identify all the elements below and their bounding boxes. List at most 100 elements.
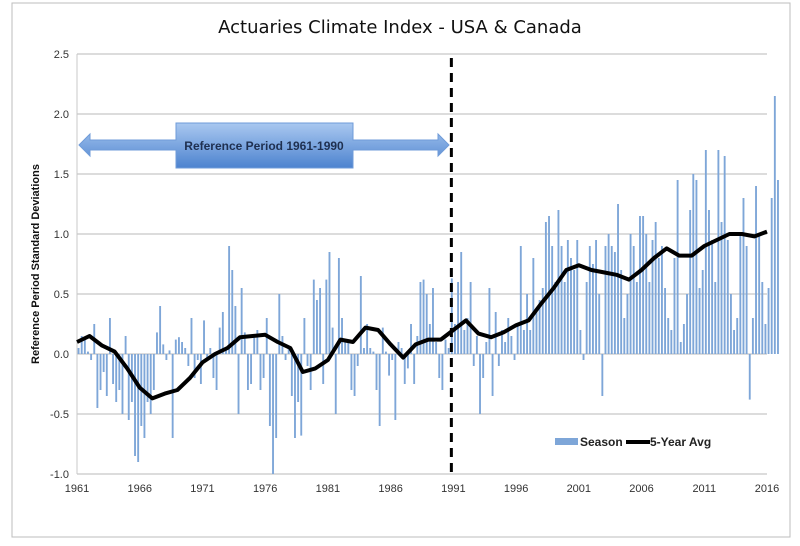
season-bar xyxy=(152,354,155,390)
season-bar xyxy=(143,354,146,438)
season-bar xyxy=(591,264,594,354)
x-tick-label: 1961 xyxy=(65,483,89,495)
season-bar xyxy=(623,318,626,354)
season-bar xyxy=(422,279,425,354)
x-tick-label: 1996 xyxy=(504,483,528,495)
season-bar xyxy=(413,354,416,384)
season-bar xyxy=(563,282,566,354)
season-bar xyxy=(739,234,742,354)
y-tick-label: 1.0 xyxy=(54,229,69,241)
season-bar xyxy=(704,150,707,354)
season-bar xyxy=(334,354,337,414)
season-bar xyxy=(353,354,356,396)
season-bar xyxy=(121,354,124,414)
season-bar xyxy=(319,288,322,354)
x-tick-label: 1976 xyxy=(253,483,277,495)
season-bar xyxy=(579,330,582,354)
season-bar xyxy=(755,186,757,354)
season-bar xyxy=(529,330,532,354)
x-tick-label: 1986 xyxy=(378,483,402,495)
season-bar xyxy=(356,354,359,366)
season-bar xyxy=(494,312,497,354)
season-bar xyxy=(607,234,610,354)
season-bar xyxy=(648,282,651,354)
season-bar xyxy=(105,354,108,396)
season-bar xyxy=(635,282,638,354)
season-bar xyxy=(532,258,535,354)
season-bar xyxy=(560,246,563,354)
season-bar xyxy=(315,300,318,354)
season-bar xyxy=(388,354,391,376)
season-bar xyxy=(692,174,695,354)
season-bar xyxy=(745,246,748,354)
season-bar xyxy=(127,354,130,420)
season-bar xyxy=(598,294,601,354)
season-bar xyxy=(391,354,394,360)
season-bar xyxy=(193,354,196,378)
season-bar xyxy=(654,222,657,354)
season-bar xyxy=(535,312,538,354)
season-bar xyxy=(466,318,469,354)
season-bar xyxy=(287,348,290,354)
season-bar xyxy=(447,348,450,354)
season-bar xyxy=(736,318,739,354)
season-bar xyxy=(632,246,635,354)
season-bar xyxy=(337,258,340,354)
season-bar xyxy=(717,150,720,354)
season-bar xyxy=(742,198,745,354)
season-bar xyxy=(312,279,315,354)
season-bar xyxy=(268,354,271,426)
season-bar xyxy=(347,339,350,354)
y-tick-label: 2.5 xyxy=(54,49,69,61)
season-bar xyxy=(228,246,231,354)
chart-title: Actuaries Climate Index - USA & Canada xyxy=(218,17,582,38)
season-bar xyxy=(83,339,86,354)
season-bar xyxy=(601,354,604,396)
season-bar xyxy=(758,234,761,354)
y-tick-label: 0.0 xyxy=(54,349,69,361)
season-bar xyxy=(617,204,619,354)
season-bar xyxy=(698,288,701,354)
season-bar xyxy=(262,354,265,378)
season-bar xyxy=(187,354,190,366)
season-bar xyxy=(570,258,572,354)
season-bar xyxy=(159,306,162,354)
season-bar xyxy=(444,339,447,354)
season-bar xyxy=(384,351,387,354)
season-bar xyxy=(729,294,732,354)
season-bar xyxy=(513,354,516,360)
season-bar xyxy=(425,294,428,354)
season-bar xyxy=(165,354,168,360)
season-bar xyxy=(519,246,522,354)
season-bar xyxy=(689,210,692,354)
season-bar xyxy=(124,336,127,354)
season-bar xyxy=(284,354,287,360)
y-tick-label: 2.0 xyxy=(54,109,69,121)
season-bar xyxy=(209,348,212,354)
season-bar xyxy=(381,327,384,354)
season-bar xyxy=(664,288,667,354)
five-year-avg-line xyxy=(76,229,768,401)
season-bar xyxy=(149,354,152,414)
season-bar xyxy=(538,300,541,354)
season-bar xyxy=(199,354,202,384)
season-bar xyxy=(748,354,751,400)
season-bar xyxy=(472,354,475,366)
legend: Season 5-Year Avg xyxy=(555,435,711,449)
season-bar xyxy=(767,288,770,354)
season-bar xyxy=(115,354,118,402)
season-bar xyxy=(723,156,726,354)
season-bar xyxy=(582,354,585,360)
season-bar xyxy=(479,354,481,414)
season-bar xyxy=(761,282,764,354)
season-bar xyxy=(645,234,648,354)
season-bar xyxy=(667,318,670,354)
season-bar xyxy=(482,354,485,378)
season-bar xyxy=(196,354,199,360)
season-bar xyxy=(206,354,209,358)
season-bar xyxy=(507,318,510,354)
season-bar xyxy=(297,354,300,402)
season-bar xyxy=(708,210,710,354)
season-bar xyxy=(344,342,347,354)
